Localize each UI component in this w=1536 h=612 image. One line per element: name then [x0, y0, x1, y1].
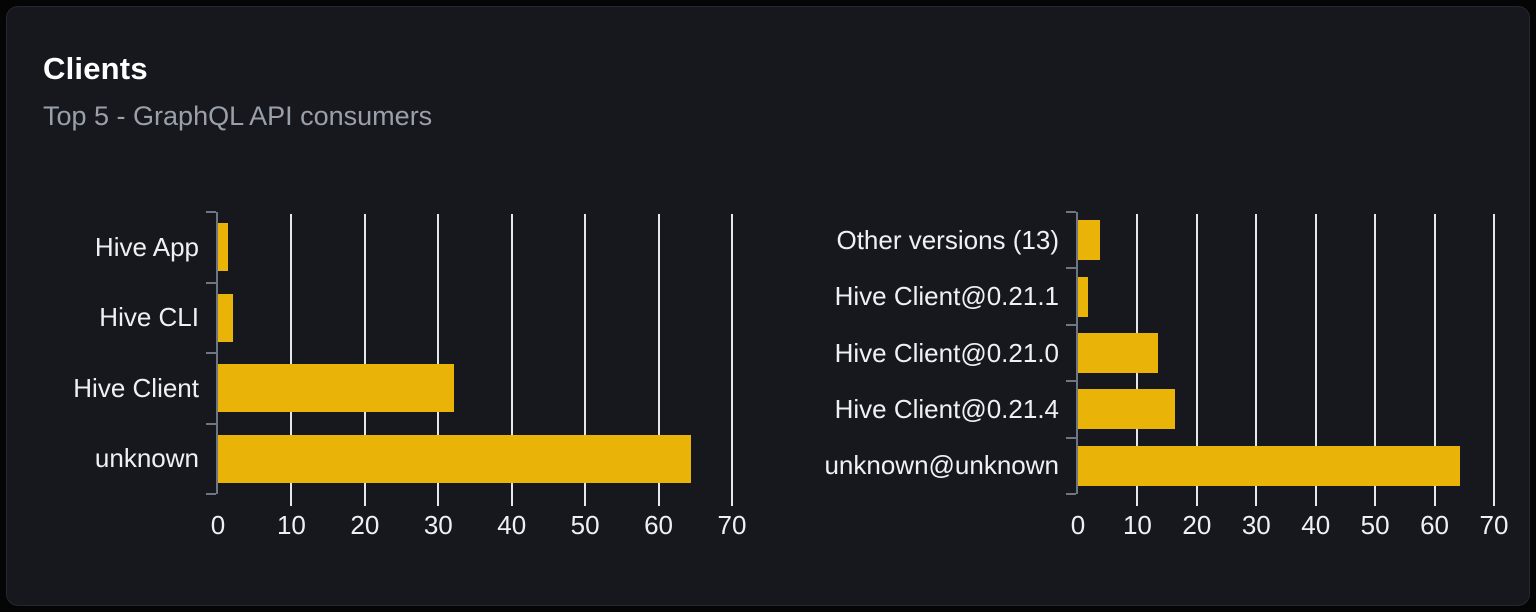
bar: [218, 364, 454, 413]
card-subtitle: Top 5 - GraphQL API consumers: [43, 100, 433, 131]
clients-bar-chart: Hive App Hive CLI Hive Client unknown 0 10 20…: [43, 211, 746, 540]
x-tick-label: 30: [423, 510, 453, 541]
x-tick-label: 50: [1360, 510, 1390, 541]
gridline: [1255, 214, 1258, 507]
bar: [1078, 389, 1175, 430]
bar: [1078, 276, 1088, 317]
y-axis-tick: [1066, 436, 1076, 439]
gridline: [1195, 214, 1198, 507]
y-axis-tick: [1066, 211, 1076, 214]
y-axis-tick: [206, 352, 216, 355]
y-axis-tick: [1066, 267, 1076, 270]
category-label: Hive App: [94, 231, 199, 262]
x-tick-label: 70: [717, 510, 747, 541]
x-tick-label: 60: [644, 510, 674, 541]
x-tick-label: 0: [1070, 510, 1086, 541]
plot-area: 0 10 20 30 40 50 60 70: [1066, 211, 1508, 540]
gridline: [1493, 214, 1495, 507]
clients-card: Clients Top 5 - GraphQL API consumers Hi…: [6, 6, 1530, 606]
y-axis-tick: [1066, 380, 1076, 383]
bar: [218, 434, 691, 483]
x-tick-label: 50: [570, 510, 600, 541]
bar: [218, 223, 229, 272]
gridline: [290, 214, 293, 507]
x-tick-label: 10: [1122, 510, 1152, 541]
y-axis-tick: [1066, 493, 1076, 496]
bar: [1078, 220, 1100, 261]
card-title: Clients: [43, 51, 148, 86]
x-tick-label: 0: [210, 510, 226, 541]
category-label: Hive Client@0.21.0: [834, 337, 1059, 368]
gridline: [584, 214, 587, 507]
x-tick-label: 10: [276, 510, 306, 541]
category-label: Hive Client: [73, 372, 199, 403]
y-axis-tick: [206, 211, 216, 214]
x-tick-label: 20: [350, 510, 380, 541]
gridline: [363, 214, 366, 507]
x-tick-label: 40: [497, 510, 527, 541]
category-label: Hive CLI: [99, 302, 199, 333]
bar: [1078, 333, 1159, 374]
x-tick-label: 20: [1182, 510, 1212, 541]
y-axis-tick: [206, 493, 216, 496]
y-axis-tick: [206, 281, 216, 284]
gridline: [1374, 214, 1377, 507]
category-label: unknown: [94, 443, 199, 474]
gridline: [1314, 214, 1317, 507]
charts-row: Hive App Hive CLI Hive Client unknown 0 10 20…: [43, 211, 1508, 540]
y-axis-labels: Hive App Hive CLI Hive Client unknown: [43, 212, 216, 494]
category-label: Hive Client@0.21.1: [834, 281, 1059, 312]
category-label: Hive Client@0.21.4: [834, 393, 1059, 424]
x-tick-label: 40: [1301, 510, 1331, 541]
x-tick-label: 30: [1241, 510, 1271, 541]
y-axis-labels: Other versions (13) Hive Client@0.21.1 Hiv…: [824, 212, 1076, 494]
bar: [218, 293, 233, 342]
client-versions-bar-chart: Other versions (13) Hive Client@0.21.1 Hiv…: [824, 211, 1508, 540]
gridline: [510, 214, 513, 507]
gridline: [657, 214, 660, 507]
x-tick-label: 70: [1479, 510, 1509, 541]
plot-area: 0 10 20 30 40 50 60 70: [206, 211, 746, 540]
category-label: unknown@unknown: [824, 450, 1059, 481]
category-label: Other versions (13): [836, 224, 1059, 255]
x-tick-label: 60: [1420, 510, 1450, 541]
bar: [1078, 445, 1461, 486]
gridline: [1433, 214, 1436, 507]
gridline: [731, 214, 733, 507]
gridline: [437, 214, 440, 507]
y-axis-tick: [206, 422, 216, 425]
y-axis-tick: [1066, 323, 1076, 326]
